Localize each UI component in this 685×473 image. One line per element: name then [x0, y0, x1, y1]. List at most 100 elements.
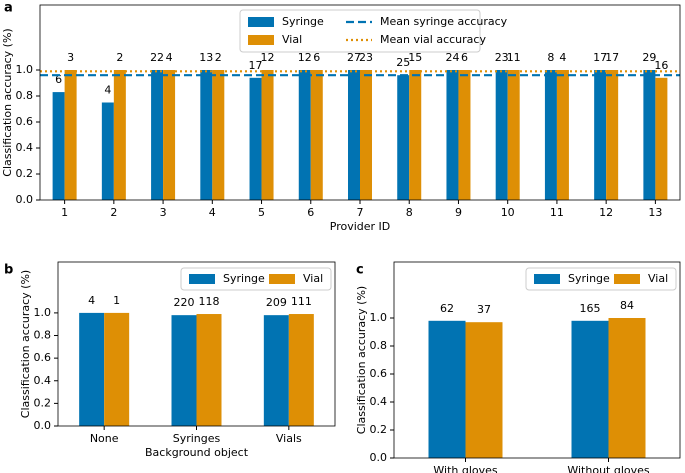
- count-label: 11: [507, 51, 521, 64]
- panel-label: c: [356, 263, 364, 278]
- bar: [446, 70, 459, 200]
- count-label: 3: [67, 51, 74, 64]
- count-label: 62: [440, 302, 454, 315]
- y-tick-label: 0.6: [370, 367, 388, 380]
- count-label: 17: [593, 51, 607, 64]
- x-tick-label: 13: [648, 206, 662, 219]
- bar: [507, 70, 520, 200]
- bar: [298, 70, 311, 200]
- legend-swatch: [248, 35, 274, 45]
- legend-box: [525, 267, 677, 291]
- count-label: 8: [547, 51, 554, 64]
- y-axis-label: Classification accuracy (%): [1, 28, 14, 176]
- legend-swatch: [189, 274, 215, 284]
- plot-frame: [57, 261, 336, 427]
- y-tick-label: 0.2: [370, 423, 388, 436]
- y-tick-label: 0.2: [16, 167, 34, 180]
- y-axis-label: Classification accuracy (%): [355, 286, 368, 434]
- legend-swatch: [614, 274, 640, 284]
- x-axis-label: Provider ID: [330, 220, 391, 233]
- y-tick-label: 0.0: [34, 419, 52, 432]
- bar: [594, 70, 607, 200]
- legend-label: Vial: [648, 272, 668, 285]
- x-tick-label: 6: [307, 206, 314, 219]
- panel-label: a: [4, 1, 13, 16]
- bar: [196, 314, 222, 426]
- y-axis-label: Classification accuracy (%): [19, 270, 32, 418]
- bar: [261, 70, 274, 200]
- x-tick-label: Syringes: [173, 432, 221, 445]
- y-tick-label: 1.0: [370, 311, 388, 324]
- bar: [428, 320, 466, 458]
- count-label: 17: [605, 51, 619, 64]
- y-tick-label: 0.4: [34, 374, 52, 387]
- bar: [655, 77, 668, 200]
- legend-label: Mean syringe accuracy: [380, 15, 508, 28]
- count-label: 1: [113, 294, 120, 307]
- count-label: 209: [266, 296, 287, 309]
- bar: [288, 314, 314, 426]
- y-tick-label: 0.8: [34, 329, 52, 342]
- count-label: 22: [150, 51, 164, 64]
- bar: [409, 70, 422, 200]
- x-tick-label: 7: [357, 206, 364, 219]
- y-tick-label: 0.6: [34, 351, 52, 364]
- legend-swatch: [269, 274, 295, 284]
- x-tick-label: None: [90, 432, 119, 445]
- legend-label: Syringe: [223, 272, 265, 285]
- y-tick-label: 0.4: [370, 395, 388, 408]
- count-label: 4: [104, 84, 111, 97]
- bar: [544, 70, 557, 200]
- legend-swatch: [534, 274, 560, 284]
- x-tick-label: 9: [455, 206, 462, 219]
- count-label: 118: [199, 295, 220, 308]
- plot-frame: [39, 4, 681, 201]
- count-label: 25: [396, 56, 410, 69]
- legend-label: Syringe: [568, 272, 610, 285]
- plot-frame: [393, 261, 681, 459]
- count-label: 4: [559, 51, 566, 64]
- x-tick-label: 5: [258, 206, 265, 219]
- count-label: 84: [620, 299, 634, 312]
- count-label: 23: [495, 51, 509, 64]
- bar: [171, 315, 197, 426]
- count-label: 17: [249, 59, 263, 72]
- x-axis-label: Background object: [145, 446, 249, 459]
- y-tick-label: 0.6: [16, 115, 34, 128]
- count-label: 23: [359, 51, 373, 64]
- y-tick-label: 0.0: [370, 451, 388, 464]
- bar: [163, 70, 176, 200]
- y-tick-label: 0.8: [16, 89, 34, 102]
- bar: [495, 70, 508, 200]
- bar: [200, 70, 213, 200]
- count-label: 12: [261, 51, 275, 64]
- legend-label: Syringe: [282, 15, 324, 28]
- panel-label: b: [4, 263, 13, 278]
- count-label: 16: [654, 59, 668, 72]
- legend: Syringe Vial Mean syringe accuracy Mean via…: [239, 9, 508, 53]
- bar: [212, 70, 225, 200]
- count-label: 6: [313, 51, 320, 64]
- count-label: 165: [580, 302, 601, 315]
- count-label: 24: [445, 51, 459, 64]
- count-label: 12: [298, 51, 312, 64]
- count-label: 13: [199, 51, 213, 64]
- count-label: 37: [477, 303, 491, 316]
- legend-label: Vial: [303, 272, 323, 285]
- legend-box: [239, 9, 481, 53]
- y-tick-label: 0.8: [370, 339, 388, 352]
- y-tick-label: 0.4: [16, 141, 34, 154]
- x-tick-label: 3: [160, 206, 167, 219]
- y-tick-label: 1.0: [34, 306, 52, 319]
- legend: Syringe Vial: [525, 267, 677, 291]
- bar: [52, 92, 65, 200]
- legend-label: Vial: [282, 33, 302, 46]
- legend-box: [180, 267, 332, 291]
- bar: [397, 75, 410, 200]
- x-tick-label: With gloves: [433, 464, 498, 473]
- bar: [151, 70, 164, 200]
- y-tick-label: 0.0: [16, 193, 34, 206]
- bar: [556, 70, 569, 200]
- x-tick-label: 10: [501, 206, 515, 219]
